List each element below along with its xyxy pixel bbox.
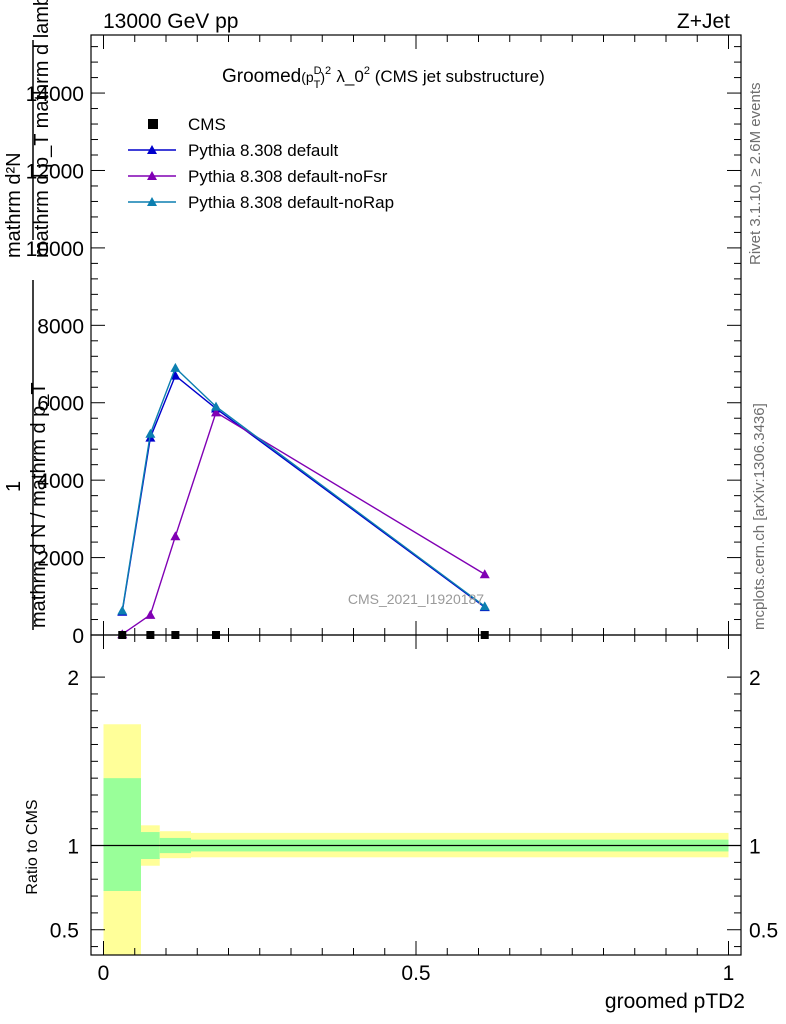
series-marker-0 [170, 370, 181, 380]
y-tick-label: 2000 [37, 548, 84, 571]
x-tick-label: 0 [98, 962, 110, 985]
ratio-y-tick-label: 1 [67, 836, 79, 859]
legend-marker-0 [147, 145, 157, 154]
series-line-0 [121, 374, 486, 612]
ratio-panel-frame [90, 634, 742, 956]
series-layer [117, 362, 490, 639]
series-marker-2 [170, 362, 181, 372]
x-axis-label: groomed pTD2 [605, 990, 745, 1013]
series-marker-1 [211, 407, 221, 417]
x-tick-label: 0.5 [401, 962, 430, 985]
x-tick-label: 1 [723, 962, 735, 985]
cms-data-point [146, 631, 155, 639]
legend-marker-1 [147, 171, 157, 180]
y-label-bottom-denominator: mathrm d N / mathrm d p_T [28, 382, 50, 628]
y-tick-label: 12000 [26, 160, 84, 183]
legend-label-2: Pythia 8.308 default-noRap [188, 193, 394, 212]
cms-data-point [480, 631, 489, 639]
ratio-y-tick-label-right: 2 [749, 667, 761, 690]
ratio-y-tick-label-right: 0.5 [749, 920, 778, 943]
analysis-watermark: CMS_2021_I1920187 [348, 591, 484, 607]
y-label-top-denominator: mathrm d p_T mathrm d lambda [31, 0, 53, 258]
chart-title: Groomed(pD T)2 λ_02 (CMS jet substructure… [222, 65, 545, 91]
legend-cms-label: CMS [188, 115, 226, 134]
stat-uncertainty-band [103, 778, 141, 891]
series-marker-2 [117, 605, 128, 615]
cms-data-point [212, 631, 220, 639]
y-tick-label: 6000 [37, 393, 84, 416]
energy-label: 13000 GeV pp [103, 10, 238, 33]
series-marker-2 [479, 601, 490, 611]
series-marker-1 [170, 531, 181, 541]
y-tick-label: 14000 [26, 83, 84, 106]
y-label-top-numerator: mathrm d²N [3, 152, 25, 258]
top-panel-axes: 0 2000 4000 6000 8000 10000 12000 14000 [26, 34, 742, 648]
ratio-y-tick-label: 2 [67, 667, 79, 690]
legend-label-0: Pythia 8.308 default [188, 141, 339, 160]
series-line-2 [121, 366, 486, 611]
y-tick-label: 4000 [37, 470, 84, 493]
y-tick-label: 10000 [26, 238, 84, 261]
ratio-y-tick-label-right: 1 [749, 836, 761, 859]
cms-data-point [118, 631, 127, 639]
series-marker-1 [145, 609, 156, 619]
cms-data-point [171, 631, 180, 639]
ratio-y-tick-label: 0.5 [50, 920, 79, 943]
y-axis-label-group: mathrm d²N mathrm d p_T mathrm d lambda … [3, 0, 53, 630]
series-marker-2 [211, 401, 221, 411]
process-label: Z+Jet [677, 10, 730, 33]
legend-label-1: Pythia 8.308 default-noFsr [188, 167, 388, 186]
ratio-y-axis-label: Ratio to CMS [24, 799, 41, 894]
legend-marker-2 [147, 197, 157, 206]
bottom-panel-axes: 0 0.5 1 0.5 0.5 1 1 2 2 [50, 634, 778, 985]
series-marker-2 [145, 428, 156, 438]
legend: CMS Pythia 8.308 default Pythia 8.308 defa… [128, 115, 394, 212]
ratio-uncertainty-bands [91, 724, 741, 955]
legend-cms-marker [148, 119, 158, 129]
y-tick-label: 0 [72, 625, 84, 648]
series-marker-1 [479, 569, 490, 579]
y-tick-label: 8000 [37, 315, 84, 338]
rivet-version-label: Rivet 3.1.10, ≥ 2.6M events [747, 83, 764, 266]
y-label-bottom-numerator: 1 [3, 481, 25, 492]
mcplots-label: mcplots.cern.ch [arXiv:1306.3436] [751, 403, 768, 630]
